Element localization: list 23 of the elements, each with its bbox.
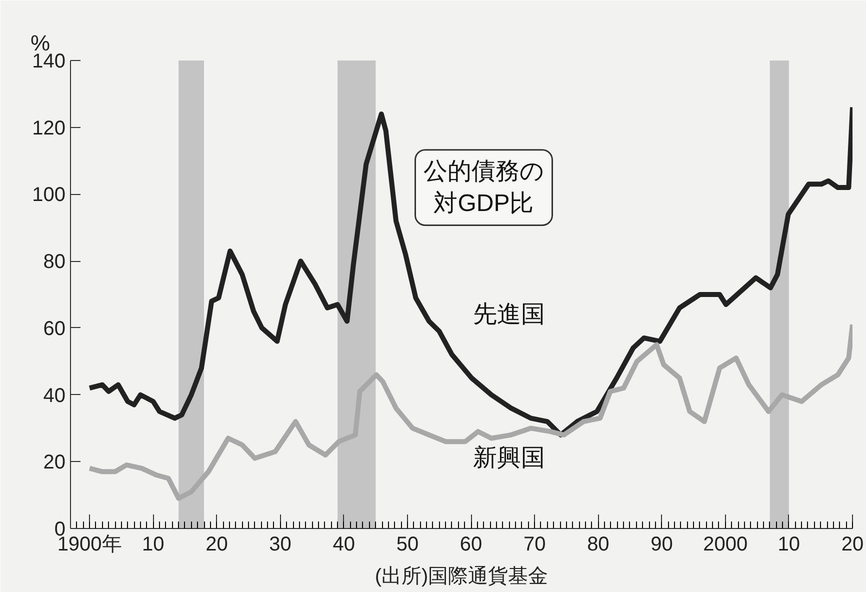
y-tick-label: 60 bbox=[43, 318, 66, 340]
series-label: 先進国 bbox=[473, 300, 546, 328]
y-tick-label: 40 bbox=[43, 384, 66, 407]
x-tick-label: 50 bbox=[396, 534, 419, 556]
series-label: 新興国 bbox=[473, 444, 546, 472]
x-tick-label: 80 bbox=[587, 534, 610, 556]
x-tick-label: 2000 bbox=[703, 534, 748, 556]
text: 公的債務の対GDP比 bbox=[423, 158, 544, 218]
x-tick-label: 30 bbox=[269, 534, 292, 556]
y-tick-label: 80 bbox=[43, 251, 66, 274]
x-tick-label: 10 bbox=[142, 534, 164, 556]
x-tick-label: 20 bbox=[841, 534, 864, 556]
text: (出所)国際通貨基金 bbox=[374, 566, 548, 588]
x-tick-label: 70 bbox=[523, 534, 546, 556]
y-tick-label: 120 bbox=[32, 117, 66, 140]
y-tick-label: 100 bbox=[32, 184, 66, 206]
y-tick-label: 140 bbox=[32, 50, 66, 72]
x-tick-label: 40 bbox=[332, 534, 356, 556]
y-tick-label: 20 bbox=[43, 452, 66, 474]
x-tick-label: 90 bbox=[650, 534, 673, 556]
x-tick-label: 60 bbox=[460, 534, 482, 556]
x-tick-label: 20 bbox=[206, 534, 228, 556]
x-tick-label: 10 bbox=[778, 534, 800, 556]
